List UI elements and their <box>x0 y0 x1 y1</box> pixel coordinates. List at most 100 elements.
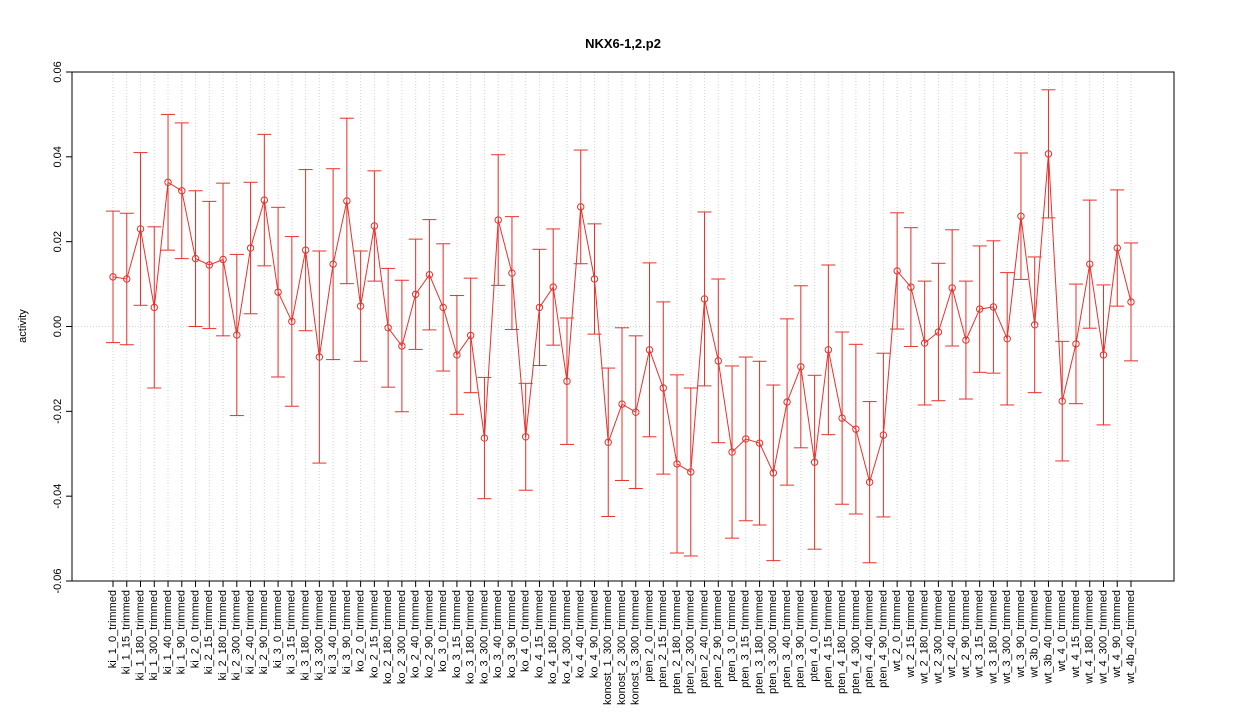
point <box>975 305 984 313</box>
x-tick-label: ki_3_40_trimmed <box>327 590 339 674</box>
x-tick-label: pten_2_90_trimmed <box>712 590 724 688</box>
point <box>453 351 461 359</box>
x-tick-label: konost_2_300_trimmed <box>616 590 628 705</box>
x-tick-label: pten_2_40_trimmed <box>698 590 710 688</box>
x-tick-label: ko_2_90_trimmed <box>423 590 435 678</box>
x-tick-label: ko_3_180_trimmed <box>465 590 477 684</box>
x-tick-label: ki_1_0_trimmed <box>107 590 119 668</box>
point <box>989 303 998 311</box>
x-tick-label: ko_2_15_trimmed <box>368 590 380 678</box>
point <box>439 303 447 312</box>
point <box>370 222 379 230</box>
point <box>123 275 131 283</box>
x-tick-label: wt_3_90_trimmed <box>1015 590 1027 678</box>
point <box>205 261 213 269</box>
point <box>260 196 269 204</box>
x-tick-label: pten_2_15_trimmed <box>657 590 669 688</box>
x-tick-label: ki_1_40_trimmed <box>162 590 174 674</box>
point <box>1099 351 1108 359</box>
x-tick-label: pten_4_300_trimmed <box>850 590 862 694</box>
x-tick-label: wt_4_90_trimmed <box>1111 590 1123 678</box>
y-tick-label: 0.06 <box>52 61 64 82</box>
point <box>343 197 351 205</box>
x-tick-label: pten_2_300_trimmed <box>685 590 697 694</box>
point <box>191 254 200 263</box>
x-tick-label: ko_4_15_trimmed <box>533 590 545 678</box>
point <box>810 458 819 466</box>
y-tick-label: -0.04 <box>52 484 64 509</box>
x-tick-label: pten_4_0_trimmed <box>809 590 821 682</box>
x-tick-label: wt_2_0_trimmed <box>891 590 903 672</box>
point <box>769 469 778 477</box>
point <box>618 400 626 408</box>
point <box>246 244 255 252</box>
point <box>136 225 145 233</box>
x-tick-label: pten_4_40_trimmed <box>864 590 876 688</box>
chart-title: NKX6-1,2.p2 <box>585 36 661 51</box>
point <box>645 346 654 354</box>
x-tick-label: wt_3b_0_trimmed <box>1029 590 1041 678</box>
y-tick-label: 0.00 <box>52 316 64 337</box>
point <box>329 260 337 268</box>
point <box>563 377 571 385</box>
point <box>838 414 846 422</box>
point <box>219 255 227 264</box>
x-tick-label: pten_3_0_trimmed <box>726 590 738 682</box>
x-tick-label: wt_3_180_trimmed <box>987 590 999 685</box>
x-tick-label: wt_4_15_trimmed <box>1070 590 1082 678</box>
y-tick-label: 0.04 <box>52 146 64 167</box>
x-tick-label: pten_2_180_trimmed <box>671 590 683 694</box>
point <box>632 408 640 416</box>
x-tick-label: ki_2_0_trimmed <box>189 590 201 668</box>
x-tick-label: ko_3_15_trimmed <box>451 590 463 678</box>
x-tick-label: ki_1_15_trimmed <box>121 590 133 674</box>
point <box>755 439 764 447</box>
point <box>852 425 860 433</box>
x-tick-label: pten_3_180_trimmed <box>753 590 765 694</box>
x-tick-label: ki_3_180_trimmed <box>300 590 312 681</box>
point <box>1127 298 1135 306</box>
point <box>109 273 117 281</box>
x-tick-label: konost_1_300_trimmed <box>602 590 614 705</box>
x-tick-label: ko_2_40_trimmed <box>410 590 422 678</box>
x-tick-label: ko_4_40_trimmed <box>575 590 587 678</box>
x-tick-label: pten_3_300_trimmed <box>767 590 779 694</box>
x-tick-label: ki_2_15_trimmed <box>203 590 215 674</box>
x-tick-label: ki_2_300_trimmed <box>231 590 243 681</box>
point <box>425 271 434 279</box>
x-tick-label: ko_4_90_trimmed <box>588 590 600 678</box>
x-tick-label: wt_2_90_trimmed <box>960 590 972 678</box>
point <box>920 339 929 347</box>
y-tick-label: -0.06 <box>52 568 64 593</box>
point <box>659 384 667 392</box>
x-tick-label: ko_4_0_trimmed <box>520 590 532 672</box>
point <box>1058 397 1066 405</box>
point <box>1017 212 1025 220</box>
point <box>301 246 310 254</box>
x-tick-label: pten_2_0_trimmed <box>643 590 655 682</box>
x-tick-label: wt_4_0_trimmed <box>1056 590 1068 672</box>
x-tick-label: wt_2_15_trimmed <box>905 590 917 678</box>
x-tick-label: wt_2_300_trimmed <box>932 590 944 685</box>
y-tick-label: -0.02 <box>52 399 64 424</box>
point <box>508 269 516 277</box>
series-line <box>112 153 1132 485</box>
x-tick-label: ko_3_300_trimmed <box>478 590 490 684</box>
point <box>714 357 722 365</box>
x-tick-label: wt_4_300_trimmed <box>1097 590 1109 685</box>
x-tick-label: wt_3b_40_trimmed <box>1042 590 1054 685</box>
x-tick-label: ko_2_0_trimmed <box>355 590 367 672</box>
point <box>962 336 970 344</box>
x-tick-label: ki_1_180_trimmed <box>134 590 146 681</box>
x-tick-label: wt_4b_40_trimmed <box>1125 590 1137 685</box>
point <box>604 438 612 446</box>
x-tick-label: ko_3_0_trimmed <box>437 590 449 672</box>
point <box>549 283 557 291</box>
point <box>700 295 709 303</box>
point <box>398 342 406 350</box>
point <box>893 267 901 275</box>
point <box>384 324 392 332</box>
point <box>466 331 475 340</box>
x-tick-label: ki_2_90_trimmed <box>258 590 270 674</box>
x-tick-label: ki_3_15_trimmed <box>286 590 298 674</box>
